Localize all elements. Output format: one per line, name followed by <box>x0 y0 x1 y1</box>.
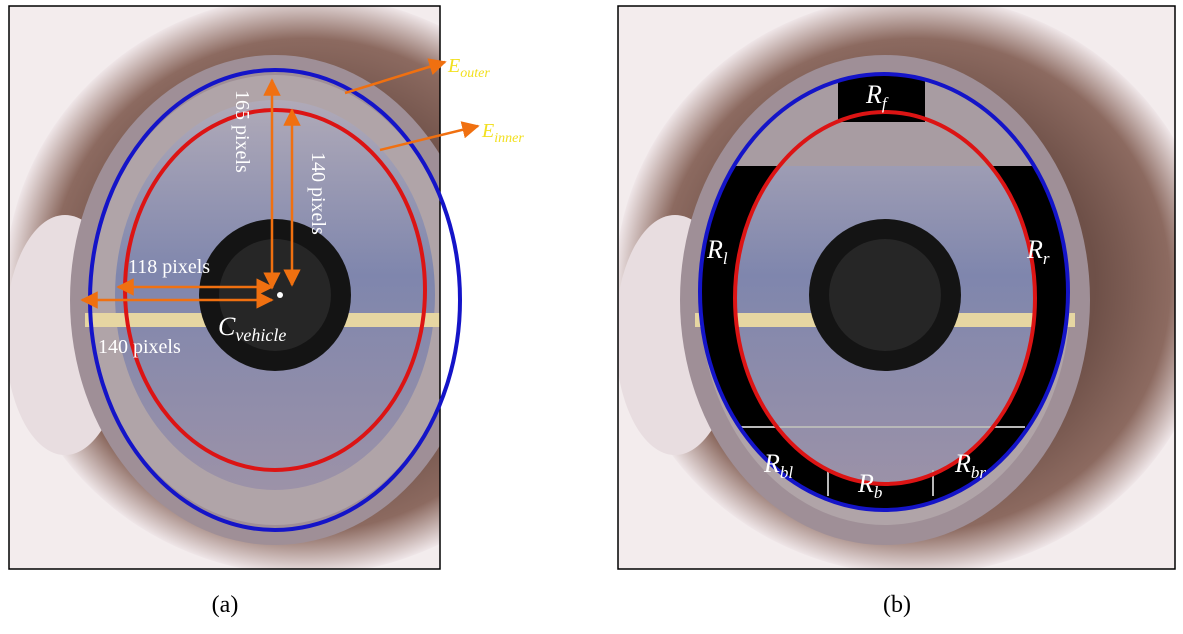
center-point <box>277 292 283 298</box>
ellipse-label: Einner <box>481 120 524 146</box>
label-part: C <box>218 312 236 341</box>
label-part: R <box>763 449 780 478</box>
caption: (b) <box>883 592 911 618</box>
label-part: inner <box>494 131 524 146</box>
label-part: br <box>971 463 987 482</box>
panel-a: 165 pixels 140 pixels 118 pixels 140 pix… <box>0 0 605 595</box>
label-part: outer <box>460 66 490 81</box>
label-part: bl <box>780 463 794 482</box>
ellipse-labels: Eouter Einner <box>447 55 524 146</box>
ellipse-label: Eouter <box>447 55 490 81</box>
measure-label: 140 pixels <box>307 152 329 235</box>
label-part: vehicle <box>235 325 286 345</box>
label-part: R <box>1026 235 1043 264</box>
label-part: E <box>447 55 460 77</box>
figure: 165 pixels 140 pixels 118 pixels 140 pix… <box>0 0 1183 634</box>
measure-label: 165 pixels <box>231 90 253 173</box>
caption: (a) <box>212 592 239 618</box>
label-part: R <box>857 469 874 498</box>
measure-label: 140 pixels <box>98 336 181 358</box>
label-part: b <box>874 483 883 502</box>
label-part: R <box>865 80 882 109</box>
label-part: R <box>954 449 971 478</box>
panel-b: Rf Rl Rr Rbl Rb Rbr <box>585 0 1183 595</box>
measure-label: 118 pixels <box>128 256 210 278</box>
label-part: E <box>481 120 494 142</box>
label-part: l <box>723 249 728 268</box>
label-part: R <box>706 235 723 264</box>
label-part: r <box>1043 249 1050 268</box>
